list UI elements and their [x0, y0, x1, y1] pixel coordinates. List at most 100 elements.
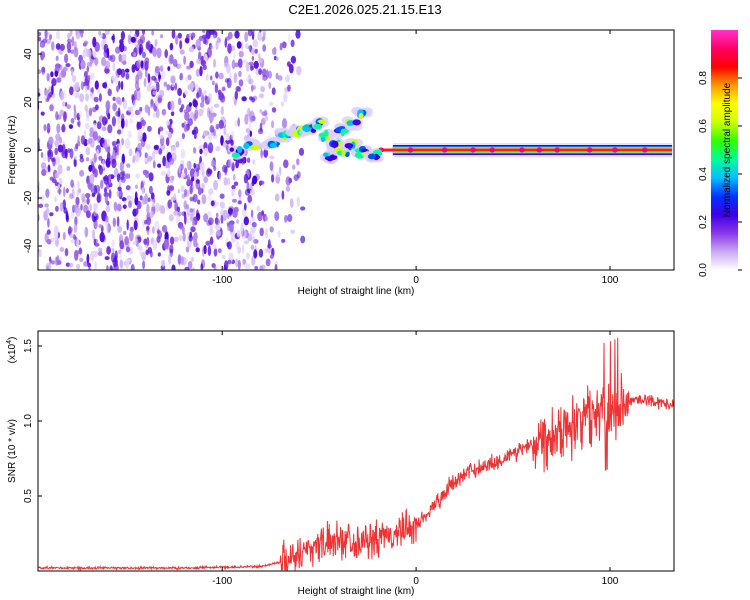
noise-blob — [225, 133, 230, 141]
colorbar-tick-label: 0.8 — [698, 71, 709, 85]
noise-blob — [221, 254, 226, 260]
noise-blob — [46, 238, 52, 245]
noise-blob — [55, 30, 61, 40]
noise-blob — [238, 70, 242, 78]
noise-blob — [142, 260, 146, 270]
noise-blob — [69, 148, 74, 159]
spectrogram-panel: -100 0 100 -40 -20 0 20 40 Height of straight … — [7, 29, 675, 297]
noise-blob — [69, 193, 74, 200]
noise-blob — [136, 121, 143, 130]
noise-blob — [125, 185, 131, 191]
snr-y-ticks: 0.5 1.0 1.5 — [23, 339, 42, 503]
spectrogram-x-ticks: -100 0 100 — [212, 30, 619, 286]
noise-blob — [72, 75, 77, 83]
noise-blob — [192, 147, 197, 154]
noise-blob — [226, 221, 232, 226]
noise-blob — [61, 123, 66, 133]
noise-blob — [232, 188, 235, 196]
ridge-blob — [313, 123, 323, 130]
noise-blob — [58, 177, 63, 185]
noise-blob — [232, 198, 237, 203]
noise-blob — [167, 66, 171, 72]
noise-blob — [92, 50, 97, 58]
noise-blob — [295, 30, 301, 39]
noise-blob — [39, 195, 45, 202]
noise-blob — [181, 132, 185, 140]
noise-blob — [128, 148, 133, 157]
spectrogram-noise — [38, 30, 306, 270]
noise-blob — [93, 238, 97, 246]
noise-blob — [193, 162, 196, 169]
noise-blob — [249, 189, 255, 195]
noise-blob — [204, 95, 208, 101]
noise-blob — [111, 252, 116, 263]
noise-blob — [244, 188, 251, 196]
noise-blob — [140, 60, 144, 69]
noise-blob — [169, 42, 174, 51]
noise-blob — [215, 40, 219, 50]
noise-blob — [175, 141, 180, 148]
noise-blob — [175, 35, 179, 45]
noise-blob — [223, 177, 228, 186]
noise-blob — [86, 61, 92, 67]
noise-blob — [146, 226, 150, 231]
noise-blob — [54, 196, 57, 203]
ridge-peak — [470, 147, 477, 153]
noise-blob — [106, 265, 109, 270]
noise-blob — [113, 201, 118, 212]
noise-blob — [112, 248, 115, 253]
noise-blob — [263, 148, 269, 158]
noise-blob — [40, 162, 47, 170]
noise-blob — [237, 246, 242, 255]
noise-blob — [233, 181, 239, 186]
noise-blob — [198, 108, 204, 117]
noise-blob — [131, 64, 136, 73]
noise-blob — [220, 106, 225, 116]
noise-blob — [117, 68, 122, 76]
colorbar-label: Normalized spectral amplitude — [722, 82, 733, 217]
noise-blob — [218, 171, 222, 181]
noise-blob — [149, 210, 154, 219]
noise-blob — [130, 112, 135, 118]
noise-blob — [233, 173, 236, 181]
noise-blob — [183, 125, 189, 133]
noise-blob — [104, 256, 110, 261]
noise-blob — [167, 131, 172, 140]
noise-blob — [224, 78, 230, 83]
noise-blob — [55, 111, 59, 121]
noise-blob — [187, 261, 193, 269]
noise-blob — [185, 76, 189, 83]
noise-blob — [264, 115, 269, 122]
noise-blob — [129, 226, 134, 233]
noise-blob — [48, 136, 54, 145]
noise-blob — [209, 75, 213, 81]
noise-blob — [231, 130, 235, 141]
noise-blob — [89, 173, 95, 184]
noise-blob — [45, 207, 50, 215]
noise-blob — [293, 174, 299, 182]
noise-blob — [135, 184, 138, 189]
noise-blob — [249, 130, 252, 137]
noise-blob — [222, 209, 228, 220]
noise-blob — [99, 139, 105, 144]
noise-blob — [106, 151, 111, 163]
noise-blob — [72, 204, 76, 213]
noise-blob — [166, 84, 171, 91]
noise-blob — [43, 124, 47, 132]
noise-blob — [105, 100, 111, 111]
noise-blob — [152, 226, 155, 234]
noise-blob — [137, 129, 143, 141]
noise-blob — [199, 101, 205, 108]
noise-blob — [49, 212, 54, 217]
noise-blob — [242, 59, 248, 64]
noise-blob — [101, 126, 107, 132]
noise-blob — [187, 74, 192, 81]
noise-blob — [150, 75, 157, 81]
noise-blob — [146, 40, 151, 51]
noise-blob — [83, 261, 89, 267]
noise-blob — [258, 57, 263, 64]
y-tick-label: 1.0 — [23, 414, 34, 428]
noise-blob — [156, 47, 162, 59]
noise-blob — [105, 205, 111, 213]
noise-blob — [277, 230, 281, 238]
